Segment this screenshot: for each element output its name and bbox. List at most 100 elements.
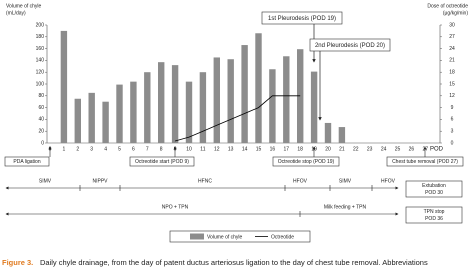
annotation-box (405, 206, 463, 224)
y-tick-label: 120 (36, 70, 45, 76)
timeline-label: Milk feeding + TPN (324, 204, 367, 210)
timeline-label: SIMV (339, 178, 352, 184)
x-tick-label: 12 (214, 146, 220, 152)
y-tick-label: 0 (41, 140, 44, 146)
annotation-box (309, 38, 391, 52)
timeline-end: POD 36 (425, 216, 443, 222)
x-tick-label: 9 (174, 146, 177, 152)
caption: Daily chyle drainage, from the day of pa… (40, 258, 428, 267)
y-tick-label: 180 (36, 34, 45, 40)
y-axis-title: Volume of chyle (6, 3, 42, 9)
x-tick-label: 4 (104, 146, 107, 152)
x-tick-label: 19 (311, 146, 317, 152)
annotation: Octreotide start (POD 9) (135, 159, 189, 165)
line (174, 95, 301, 142)
legend (169, 230, 311, 243)
x-tick-label: 3 (90, 146, 93, 152)
y-tick-label: 100 (36, 81, 45, 87)
annotation: 2nd Pleurodesis (POD 20) (315, 43, 385, 49)
timeline-label: HFOV (293, 178, 308, 184)
bar (116, 84, 123, 143)
x-tick-label: 20 (325, 146, 331, 152)
timeline-label: NPO + TPN (162, 204, 189, 210)
annotation: Chest tube removal (POD 27) (392, 159, 458, 165)
timeline-end: TPN stop (424, 209, 445, 215)
x-tick-label: 23 (367, 146, 373, 152)
bar (88, 92, 95, 143)
annotation: Octreotide stop (POD 19) (278, 159, 335, 165)
legend-swatch (190, 233, 204, 240)
bar (283, 56, 290, 143)
bar (185, 81, 193, 143)
y2-tick-label: 12 (449, 93, 455, 99)
annotation-box (129, 156, 195, 167)
x-tick-label: 22 (353, 146, 359, 152)
y-tick-label: 60 (38, 105, 44, 111)
x-tick-label: 16 (270, 146, 276, 152)
timeline-end: Extubation (422, 183, 446, 189)
bar (213, 57, 220, 144)
annotation-box (261, 11, 343, 25)
y2-axis-title: (μg/kg/min) (443, 10, 468, 16)
bar (227, 59, 234, 143)
y-tick-label: 140 (36, 58, 45, 64)
annotation-box (4, 156, 50, 167)
y2-tick-label: 6 (451, 117, 454, 123)
y2-tick-label: 30 (449, 22, 455, 28)
bar (199, 72, 207, 143)
y-axis-title: (mL/day) (6, 10, 26, 16)
bar (171, 65, 179, 143)
x-tick-label: 8 (160, 146, 163, 152)
y2-tick-label: 18 (449, 70, 455, 76)
x-tick-label: 27 (423, 146, 429, 152)
bar (102, 101, 109, 143)
x-tick-label: 13 (228, 146, 234, 152)
y2-tick-label: 3 (451, 129, 454, 135)
bar (241, 45, 248, 144)
bar (255, 33, 262, 144)
x-tick-label: 14 (242, 146, 248, 152)
y-tick-label: 20 (38, 129, 44, 135)
y2-tick-label: 21 (449, 58, 455, 64)
bar (130, 81, 137, 143)
annotation-box (405, 180, 463, 198)
caption-label: Figure 3. (2, 258, 33, 267)
y2-tick-label: 27 (449, 34, 455, 40)
legend-label: Octreotide (271, 234, 294, 240)
bar (74, 98, 81, 143)
timeline-label: HFOV (381, 178, 396, 184)
y-tick-label: 80 (38, 93, 44, 99)
y-tick-label: 200 (36, 22, 45, 28)
y2-tick-label: 15 (449, 81, 455, 87)
annotation-box (272, 156, 340, 167)
x-tick-label: 11 (200, 146, 205, 152)
y2-axis-title: Dose of octreotide (427, 3, 468, 9)
x-tick-label: 10 (186, 146, 192, 152)
x-axis-title: POD (430, 147, 444, 153)
bar (324, 122, 332, 143)
legend-label: Volume of chyle (207, 234, 243, 240)
annotations: 1st Pleurodesis (POD 19) 2nd Pleurodesis… (2, 11, 464, 267)
bar (158, 62, 165, 143)
bar (144, 72, 151, 143)
bar (310, 71, 318, 143)
bar (338, 127, 346, 143)
bar (269, 69, 276, 143)
timeline-end: POD 30 (425, 190, 443, 196)
bar (60, 30, 68, 143)
x-tick-label: 5 (118, 146, 121, 152)
y2-tick-label: 24 (449, 46, 455, 52)
annotation: PDA ligation (13, 159, 40, 165)
timeline-label: HFNC (198, 178, 212, 184)
timeline-label: SIMV (39, 178, 52, 184)
y-tick-label: 160 (36, 46, 45, 52)
annotation: 1st Pleurodesis (POD 19) (268, 16, 336, 22)
x-tick-label: 7 (146, 146, 149, 152)
x-tick-label: 26 (409, 146, 415, 152)
x-tick-label: 2 (76, 146, 79, 152)
x-tick-label: 24 (381, 146, 387, 152)
x-tick-label: 21 (339, 146, 345, 152)
x-tick-label: 15 (256, 146, 262, 152)
x-tick-label: 6 (132, 146, 135, 152)
